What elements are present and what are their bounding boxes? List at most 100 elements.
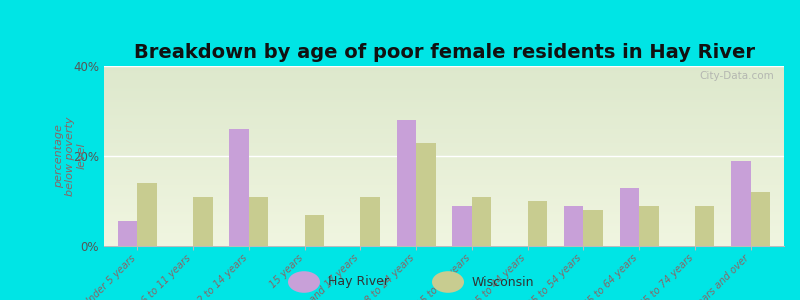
Bar	[104, 185, 784, 187]
Bar	[104, 232, 784, 233]
Bar	[104, 172, 784, 174]
Bar	[104, 190, 784, 192]
Bar	[104, 79, 784, 80]
Bar	[104, 181, 784, 183]
Y-axis label: percentage
below poverty
level: percentage below poverty level	[54, 116, 87, 196]
Bar	[104, 165, 784, 167]
Bar	[104, 107, 784, 109]
Bar	[104, 230, 784, 232]
Bar	[104, 143, 784, 145]
Bar	[104, 73, 784, 75]
Bar	[305, 214, 324, 246]
Text: Wisconsin: Wisconsin	[472, 275, 534, 289]
Bar	[104, 221, 784, 223]
Bar	[104, 217, 784, 219]
Bar	[104, 203, 784, 205]
Bar	[104, 224, 784, 226]
Bar	[104, 158, 784, 160]
Text: City-Data.com: City-Data.com	[699, 71, 774, 81]
Bar	[104, 188, 784, 190]
Bar	[104, 176, 784, 178]
Bar	[104, 82, 784, 84]
Bar	[104, 68, 784, 70]
Bar	[564, 206, 583, 246]
Bar	[104, 223, 784, 224]
Bar	[104, 131, 784, 133]
Bar	[397, 120, 416, 246]
Bar	[104, 219, 784, 221]
Bar	[104, 167, 784, 169]
Bar	[104, 71, 784, 73]
Bar	[104, 163, 784, 165]
Bar	[104, 115, 784, 116]
Bar	[104, 152, 784, 154]
Bar	[360, 196, 380, 246]
Text: Hay River: Hay River	[328, 275, 389, 289]
Bar	[695, 206, 714, 246]
Bar	[104, 91, 784, 93]
Bar	[104, 210, 784, 212]
Bar	[104, 80, 784, 82]
Bar	[104, 111, 784, 113]
Bar	[104, 122, 784, 124]
Bar	[104, 228, 784, 230]
Bar	[104, 239, 784, 241]
Bar	[104, 124, 784, 125]
Bar	[104, 104, 784, 106]
Bar	[104, 179, 784, 181]
Bar	[104, 93, 784, 95]
Bar	[104, 241, 784, 242]
Bar	[104, 75, 784, 77]
Bar	[104, 142, 784, 143]
Bar	[104, 145, 784, 147]
Bar	[104, 136, 784, 138]
Bar	[104, 102, 784, 104]
Bar	[104, 242, 784, 244]
Bar	[104, 118, 784, 120]
Bar	[619, 188, 639, 246]
Ellipse shape	[288, 271, 320, 293]
Bar	[104, 244, 784, 246]
Bar	[104, 109, 784, 111]
Bar	[104, 147, 784, 149]
Bar	[104, 89, 784, 91]
Bar	[104, 77, 784, 79]
Bar	[104, 160, 784, 161]
Bar	[104, 120, 784, 122]
Bar	[104, 187, 784, 188]
Bar	[731, 160, 750, 246]
Bar	[104, 98, 784, 100]
Bar	[750, 192, 770, 246]
Bar	[104, 233, 784, 235]
Bar	[104, 138, 784, 140]
Bar	[104, 134, 784, 136]
Bar	[104, 174, 784, 176]
Bar	[104, 116, 784, 118]
Bar	[104, 215, 784, 217]
Bar	[104, 170, 784, 172]
Title: Breakdown by age of poor female residents in Hay River: Breakdown by age of poor female resident…	[134, 43, 754, 62]
Bar	[104, 151, 784, 152]
Bar	[104, 66, 784, 68]
Bar	[104, 97, 784, 98]
Bar	[104, 169, 784, 170]
Bar	[104, 161, 784, 163]
Bar	[104, 100, 784, 102]
Bar	[104, 156, 784, 158]
Bar	[104, 149, 784, 151]
Bar	[583, 210, 603, 246]
Bar	[104, 201, 784, 203]
Bar	[104, 199, 784, 201]
Bar	[104, 226, 784, 228]
Bar	[104, 88, 784, 89]
Bar	[104, 86, 784, 88]
Bar	[104, 237, 784, 239]
Bar	[104, 129, 784, 131]
Bar	[104, 208, 784, 210]
Bar	[104, 197, 784, 199]
Bar	[104, 154, 784, 156]
Bar	[104, 70, 784, 71]
Bar	[104, 206, 784, 208]
Ellipse shape	[432, 271, 464, 293]
Bar	[416, 142, 436, 246]
